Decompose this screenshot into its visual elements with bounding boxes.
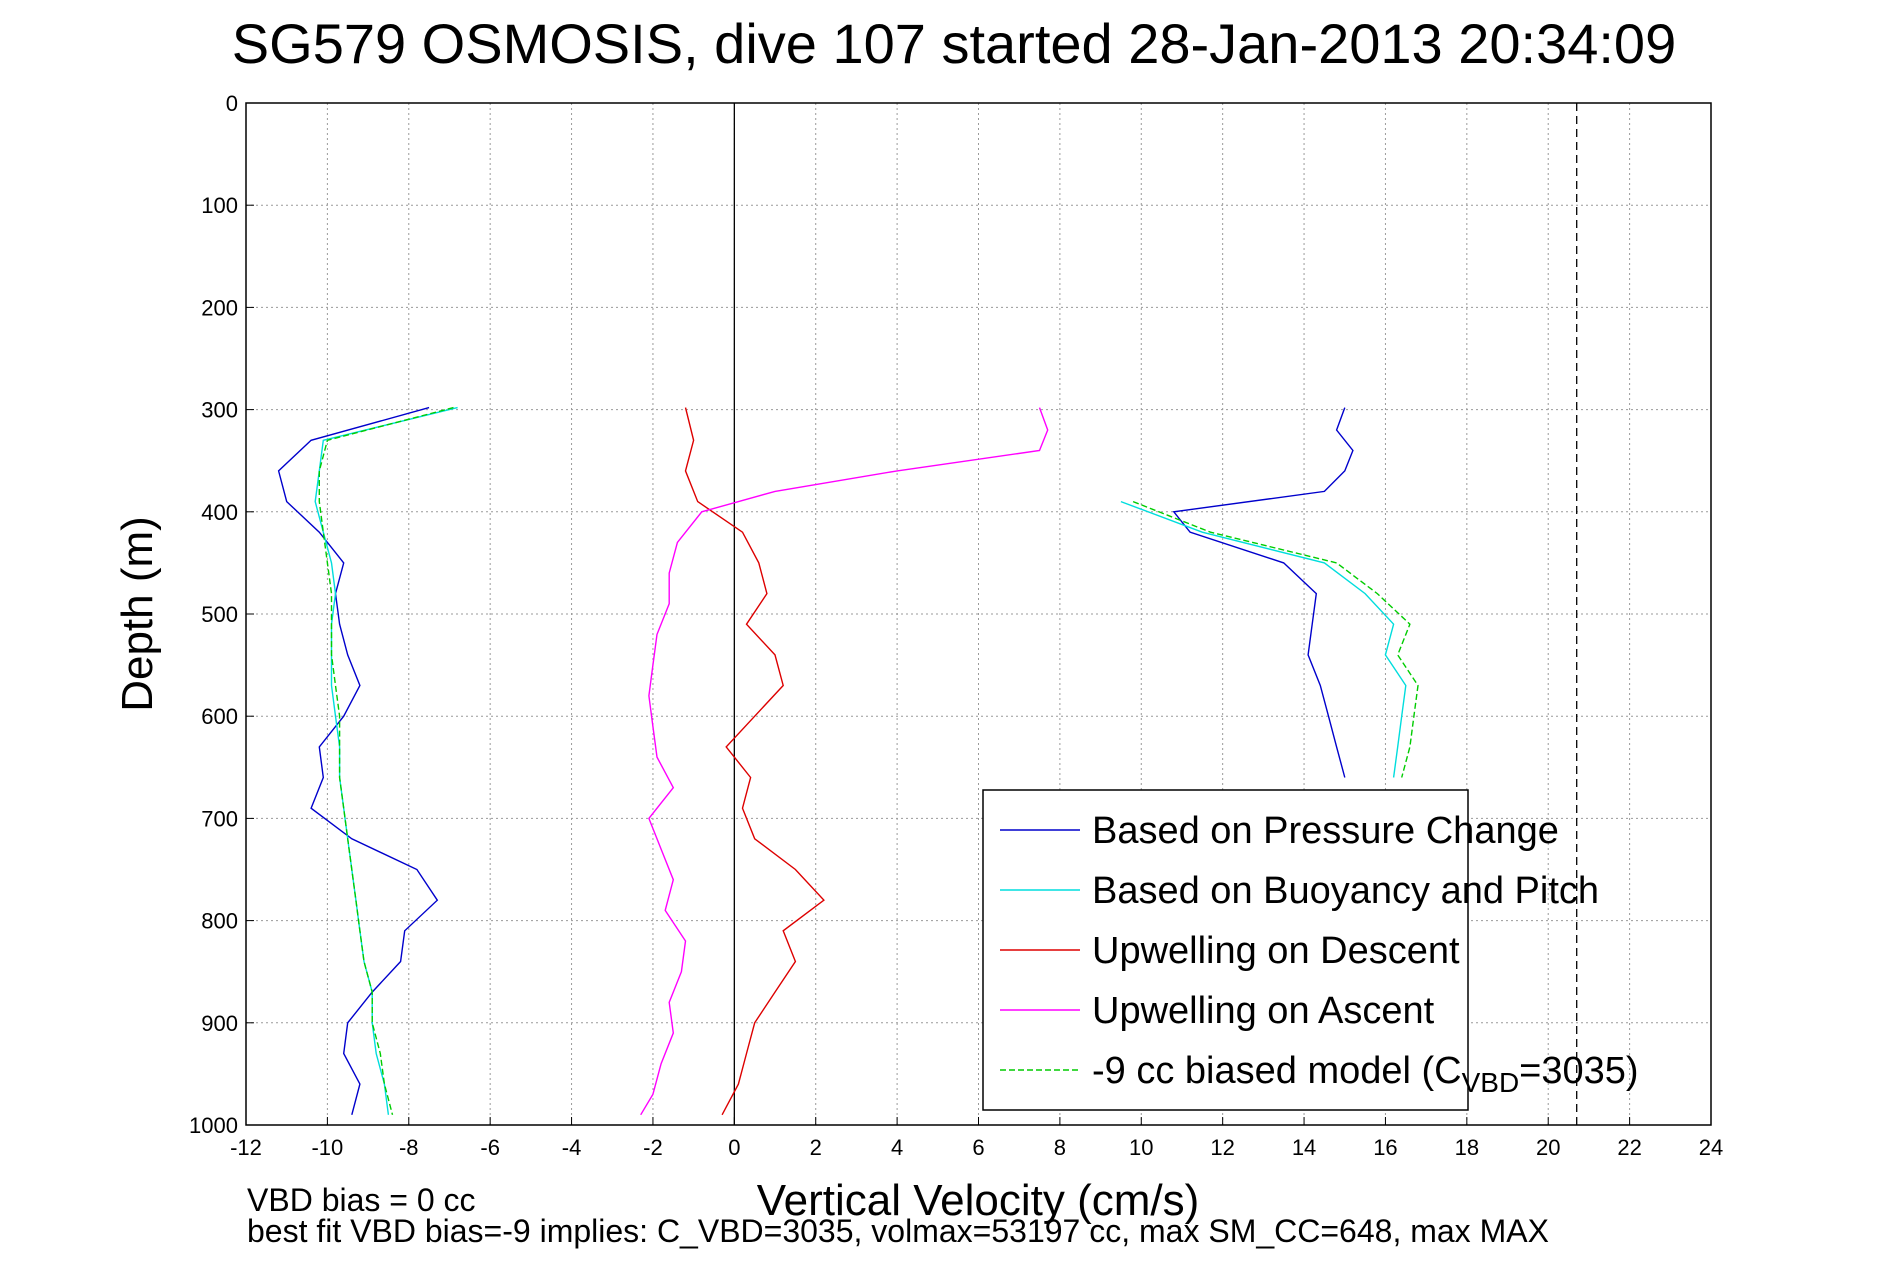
- legend-label-text: Based on Pressure Change: [1092, 810, 1559, 852]
- y-tick-label: 100: [201, 193, 238, 218]
- y-tick-label: 600: [201, 704, 238, 729]
- x-tick-label: 14: [1292, 1135, 1316, 1160]
- y-tick-label: 700: [201, 806, 238, 831]
- y-tick-label: 0: [226, 91, 238, 116]
- legend-label-suffix: =3035): [1519, 1050, 1638, 1092]
- legend: Based on Pressure Change Based on Buoyanc…: [982, 789, 1639, 1111]
- x-tick-label: 24: [1699, 1135, 1723, 1160]
- y-axis-label: Depth (m): [113, 516, 162, 712]
- legend-label-text: -9 cc biased model (C: [1092, 1050, 1462, 1092]
- x-tick-labels: -12 -10 -8 -6 -4 -2 0 2 4 6 8 10 12 14 16 18 20 22 24: [230, 1135, 1723, 1160]
- best-fit-note: best fit VBD bias=-9 implies: C_VBD=3035…: [247, 1213, 1549, 1249]
- x-tick-label: -8: [399, 1135, 419, 1160]
- vbd-bias-note: VBD bias = 0 cc: [247, 1182, 476, 1218]
- x-tick-label: 8: [1054, 1135, 1066, 1160]
- legend-label-subscript: VBD: [1462, 1067, 1520, 1098]
- x-tick-label: -2: [643, 1135, 663, 1160]
- x-tick-label: 22: [1617, 1135, 1641, 1160]
- y-tick-label: 400: [201, 500, 238, 525]
- x-tick-label: 12: [1210, 1135, 1234, 1160]
- x-tick-label: 6: [972, 1135, 984, 1160]
- x-tick-label: 20: [1536, 1135, 1560, 1160]
- x-tick-label: -12: [230, 1135, 262, 1160]
- x-tick-label: 2: [810, 1135, 822, 1160]
- legend-label-text: Upwelling on Ascent: [1092, 990, 1435, 1032]
- series-line: [314, 406, 458, 1115]
- y-tick-label: 200: [201, 295, 238, 320]
- series-line: [1132, 500, 1419, 778]
- x-tick-label: 18: [1455, 1135, 1479, 1160]
- legend-box: [982, 789, 1469, 1111]
- series-line: [684, 407, 825, 1116]
- data-lines: [277, 406, 1419, 1116]
- series-line: [277, 406, 439, 1115]
- x-tick-label: 4: [891, 1135, 903, 1160]
- x-tick-label: 10: [1129, 1135, 1153, 1160]
- x-tick-label: -4: [562, 1135, 582, 1160]
- reference-lines: [733, 103, 1578, 1125]
- y-tick-label: 500: [201, 602, 238, 627]
- grid: [245, 102, 1712, 1126]
- y-tick-label: 300: [201, 398, 238, 423]
- legend-label-text: Based on Buoyancy and Pitch: [1092, 870, 1599, 912]
- y-tick-label: 800: [201, 909, 238, 934]
- series-line: [1120, 500, 1407, 778]
- plot-frame: [245, 102, 1712, 1126]
- x-tick-label: 16: [1373, 1135, 1397, 1160]
- series-line: [318, 406, 454, 1115]
- x-axis-label: Vertical Velocity (cm/s): [757, 1176, 1200, 1225]
- x-tick-label: -6: [480, 1135, 500, 1160]
- series-line: [640, 407, 1049, 1116]
- y-tick-label: 1000: [189, 1113, 238, 1138]
- legend-label-text: Upwelling on Descent: [1092, 930, 1460, 972]
- legend-label: Based on Buoyancy and Pitch: [1092, 870, 1599, 912]
- legend-label: Based on Pressure Change: [1092, 810, 1559, 852]
- legend-label: -9 cc biased model (CVBD=3035): [1092, 1050, 1639, 1098]
- x-tick-label: 0: [728, 1135, 740, 1160]
- legend-label: Upwelling on Ascent: [1092, 990, 1435, 1032]
- legend-label: Upwelling on Descent: [1092, 930, 1460, 972]
- series-line: [1172, 407, 1354, 778]
- x-tick-label: -10: [311, 1135, 343, 1160]
- y-tick-label: 900: [201, 1011, 238, 1036]
- y-tick-labels: 0 100 200 300 400 500 600 700 800 900 1000: [189, 91, 238, 1138]
- chart-title: SG579 OSMOSIS, dive 107 started 28-Jan-2…: [232, 12, 1676, 75]
